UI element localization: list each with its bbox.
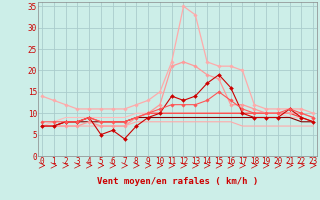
X-axis label: Vent moyen/en rafales ( km/h ): Vent moyen/en rafales ( km/h ) <box>97 178 258 186</box>
